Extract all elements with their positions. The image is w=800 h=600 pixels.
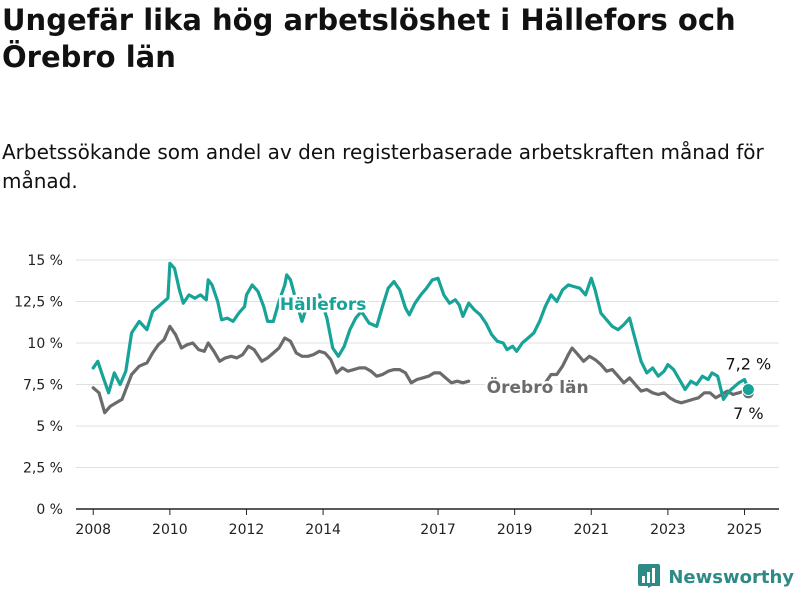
y-tick-label: 2,5 % — [23, 461, 63, 477]
x-tick-label: 2014 — [305, 522, 341, 538]
chart-subtitle: Arbetssökande som andel av den registerb… — [2, 140, 764, 193]
brand-name: Newsworthy — [668, 566, 794, 588]
y-axis-labels: 0 % 2,5 % 5 % 7,5 % 10 % 12,5 % 15 % — [14, 253, 63, 518]
orebro-line — [91, 324, 471, 415]
series-lines — [91, 261, 750, 415]
page-title: Ungefär lika hög arbetslöshet i Hällefor… — [2, 3, 736, 74]
y-tick-label: 0 % — [36, 502, 63, 518]
y-tick-label: 15 % — [27, 253, 63, 269]
x-axis: 2008 2010 2012 2014 2017 2019 2021 2023 2025 — [75, 509, 762, 538]
x-tick-label: 2017 — [420, 522, 456, 538]
x-tick-label: 2019 — [497, 522, 533, 538]
x-tick-label: 2021 — [573, 522, 609, 538]
hallefors-series-label: Hällefors — [280, 295, 366, 315]
x-tick-label: 2023 — [650, 522, 686, 538]
hallefors-end-value: 7,2 % — [725, 354, 771, 373]
gridlines — [76, 259, 779, 510]
y-tick-label: 12,5 % — [14, 295, 63, 311]
hallefors-line — [91, 261, 750, 401]
bar-chart-logo-icon — [636, 562, 662, 592]
y-tick-label: 10 % — [27, 336, 63, 352]
x-tick-label: 2008 — [75, 522, 111, 538]
newsworthy-brand[interactable]: Newsworthy — [636, 562, 794, 592]
end-markers: 7 % 7,2 % — [725, 354, 771, 422]
y-tick-label: 7,5 % — [23, 378, 63, 394]
orebro-line — [543, 346, 750, 405]
x-tick-label: 2025 — [727, 522, 763, 538]
orebro-series-label: Örebro län — [487, 376, 589, 398]
x-tick-label: 2010 — [152, 522, 188, 538]
y-tick-label: 5 % — [36, 419, 63, 435]
orebro-end-value: 7 % — [733, 404, 763, 423]
series-labels: Hällefors Örebro län — [277, 292, 591, 400]
x-tick-label: 2012 — [229, 522, 265, 538]
hallefors-end-point — [741, 382, 755, 396]
